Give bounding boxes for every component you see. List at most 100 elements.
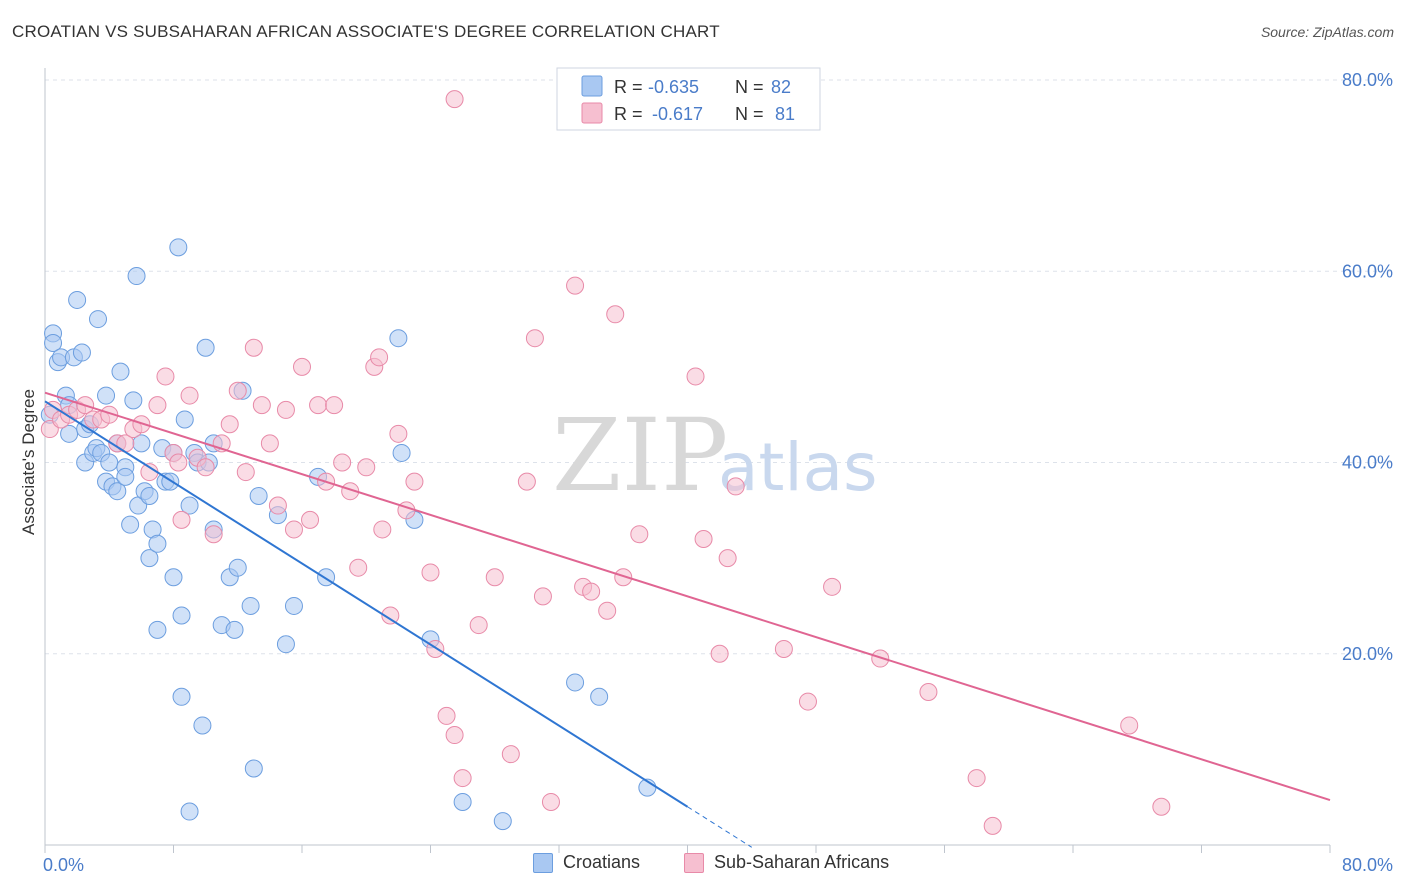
croatians-point xyxy=(241,596,260,615)
croatians-point xyxy=(172,606,191,625)
croatians-point xyxy=(169,238,188,257)
subsaharan-point xyxy=(1152,797,1171,816)
subsaharan-point xyxy=(389,424,408,443)
subsaharan-point xyxy=(1120,716,1139,735)
croatians-point xyxy=(590,687,609,706)
subsaharan-point xyxy=(823,577,842,596)
subsaharan-point xyxy=(169,453,188,472)
subsaharan-trend-line xyxy=(44,391,1331,802)
subsaharan-point xyxy=(919,683,938,701)
subsaharan-point xyxy=(325,396,344,415)
croatians-n-label: N = xyxy=(735,77,764,97)
subsaharan-point xyxy=(333,453,352,472)
croatians-point xyxy=(111,362,130,381)
legend-item-subsaharan[interactable]: Sub-Saharan Africans xyxy=(684,852,889,873)
subsaharan-r-label: R = xyxy=(614,104,643,124)
croatians-point xyxy=(97,386,116,405)
y-tick-label: 80.0% xyxy=(1342,70,1393,90)
croatians-point xyxy=(228,558,247,577)
axes xyxy=(44,68,1331,853)
croatians-point xyxy=(72,343,91,362)
subsaharan-point xyxy=(236,463,255,482)
croatians-point xyxy=(121,515,140,534)
subsaharan-point xyxy=(967,769,986,788)
subsaharan-point xyxy=(566,276,585,295)
subsaharan-r-value: -0.617 xyxy=(652,104,703,124)
subsaharan-point xyxy=(268,496,287,515)
croatians-point xyxy=(127,267,146,286)
subsaharan-point xyxy=(260,434,279,453)
croatians-point xyxy=(140,486,159,505)
subsaharan-point xyxy=(485,568,504,587)
croatians-point xyxy=(44,333,63,352)
subsaharan-point xyxy=(244,338,263,357)
croatians-point xyxy=(392,443,411,462)
subsaharan-point xyxy=(525,329,544,348)
croatians-point xyxy=(175,410,194,429)
subsaharan-point xyxy=(606,305,625,324)
croatians-point xyxy=(108,482,127,501)
croatians-point xyxy=(276,635,295,654)
croatians-point xyxy=(180,496,199,515)
croatians-point xyxy=(244,759,263,778)
subsaharan-point xyxy=(469,616,488,635)
subsaharan-point xyxy=(357,458,376,477)
gridlines xyxy=(45,79,1392,655)
subsaharan-point xyxy=(421,563,440,582)
croatians-point xyxy=(116,467,135,486)
subsaharan-point xyxy=(220,415,239,434)
subsaharan-point xyxy=(405,472,424,491)
chart-title: CROATIAN VS SUBSAHARAN AFRICAN ASSOCIATE… xyxy=(12,22,720,41)
subsaharan-point xyxy=(501,745,520,764)
subsaharan-point xyxy=(533,587,552,606)
subsaharan-point xyxy=(445,90,464,109)
subsaharan-n-value: 81 xyxy=(775,104,795,124)
subsaharan-point xyxy=(630,525,649,544)
trend-lines xyxy=(44,391,1331,848)
subsaharan-point xyxy=(445,726,464,745)
croatians-point xyxy=(196,338,215,357)
croatians-point xyxy=(172,687,191,706)
subsaharan-point xyxy=(798,692,817,711)
croatians-r-value: -0.635 xyxy=(648,77,699,97)
subsaharan-point xyxy=(774,639,793,658)
croatians-point xyxy=(389,329,408,348)
source-label: Source: ZipAtlas.com xyxy=(1260,24,1394,40)
croatians-point xyxy=(124,391,143,410)
croatians-legend-swatch xyxy=(581,75,603,97)
data-points xyxy=(40,90,1171,835)
subsaharan-point xyxy=(172,510,191,529)
subsaharan-point xyxy=(276,400,295,419)
subsaharan-point xyxy=(370,348,389,367)
croatians-swatch xyxy=(533,852,553,873)
croatians-point xyxy=(68,290,87,309)
croatians-point xyxy=(284,596,303,615)
subsaharan-point xyxy=(252,396,271,415)
legend-label-subsaharan: Sub-Saharan Africans xyxy=(714,852,890,872)
croatians-point xyxy=(249,486,268,505)
subsaharan-point xyxy=(301,510,320,529)
subsaharan-point xyxy=(541,792,560,811)
subsaharan-point xyxy=(453,769,472,788)
croatians-point xyxy=(180,802,199,821)
croatians-n-value: 82 xyxy=(771,77,791,97)
subsaharan-point xyxy=(349,558,368,577)
subsaharan-swatch xyxy=(684,852,704,873)
stats-legend: R = -0.635 N = 82 R = -0.617 N = 81 xyxy=(556,67,821,131)
croatians-point xyxy=(193,716,212,735)
subsaharan-point xyxy=(871,649,890,668)
subsaharan-point xyxy=(228,381,247,400)
subsaharan-point xyxy=(614,568,633,587)
subsaharan-point xyxy=(517,472,536,491)
croatians-point xyxy=(493,812,512,831)
x-tick-label: 0.0% xyxy=(43,855,84,875)
subsaharan-point xyxy=(381,606,400,625)
subsaharan-point xyxy=(293,357,311,376)
subsaharan-point xyxy=(694,530,713,548)
croatians-point xyxy=(566,673,585,692)
legend-item-croatians[interactable]: Croatians xyxy=(533,852,640,873)
subsaharan-point xyxy=(726,477,745,496)
y-tick-label: 20.0% xyxy=(1342,644,1393,664)
croatians-r-label: R = xyxy=(614,77,643,97)
